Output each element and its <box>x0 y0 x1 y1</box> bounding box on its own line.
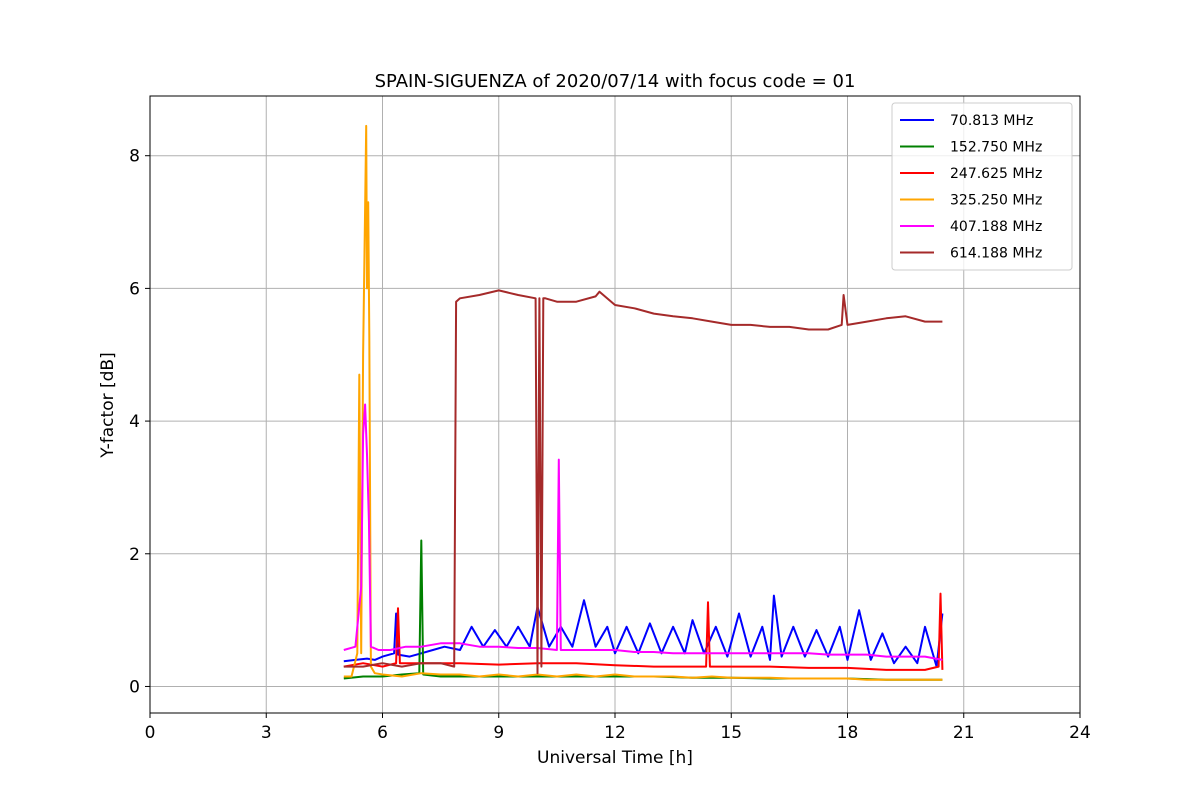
y-axis: 0 2 4 6 8 <box>129 147 150 697</box>
plot-series <box>343 124 944 681</box>
y-tick-label: 8 <box>129 147 140 167</box>
y-tick-label: 4 <box>129 412 140 432</box>
x-axis-title: Universal Time [h] <box>537 748 693 768</box>
chart-title: SPAIN-SIGUENZA of 2020/07/14 with focus … <box>375 71 856 92</box>
series-line-3 <box>343 592 944 671</box>
legend-label-1: 70.813 MHz <box>950 113 1033 129</box>
x-tick-label: 21 <box>953 723 975 743</box>
x-tick-label: 18 <box>837 723 859 743</box>
y-tick-label: 6 <box>129 279 140 299</box>
legend-label-4: 325.250 MHz <box>950 193 1042 209</box>
x-tick-label: 15 <box>720 723 742 743</box>
y-tick-label: 2 <box>129 545 140 565</box>
series-line-6 <box>343 289 943 675</box>
series-line-5 <box>343 403 943 661</box>
y-tick-label: 0 <box>129 677 140 697</box>
legend: 70.813 MHz 152.750 MHz 247.625 MHz 325.250 … <box>891 102 1073 271</box>
legend-label-5: 407.188 MHz <box>950 219 1042 235</box>
x-tick-label: 3 <box>261 723 272 743</box>
legend-label-2: 152.750 MHz <box>950 140 1042 156</box>
legend-label-6: 614.188 MHz <box>950 246 1042 262</box>
x-tick-label: 24 <box>1069 723 1091 743</box>
series-line-4 <box>343 124 943 681</box>
legend-box <box>891 102 1073 271</box>
x-axis: 0 3 6 9 12 15 18 21 24 <box>145 713 1091 743</box>
legend-label-3: 247.625 MHz <box>950 166 1042 182</box>
y-axis-title: Y-factor [dB] <box>98 352 118 458</box>
series-line-1 <box>343 594 944 668</box>
x-tick-label: 12 <box>604 723 626 743</box>
x-tick-label: 9 <box>493 723 504 743</box>
x-tick-label: 0 <box>145 723 156 743</box>
x-tick-label: 6 <box>377 723 388 743</box>
